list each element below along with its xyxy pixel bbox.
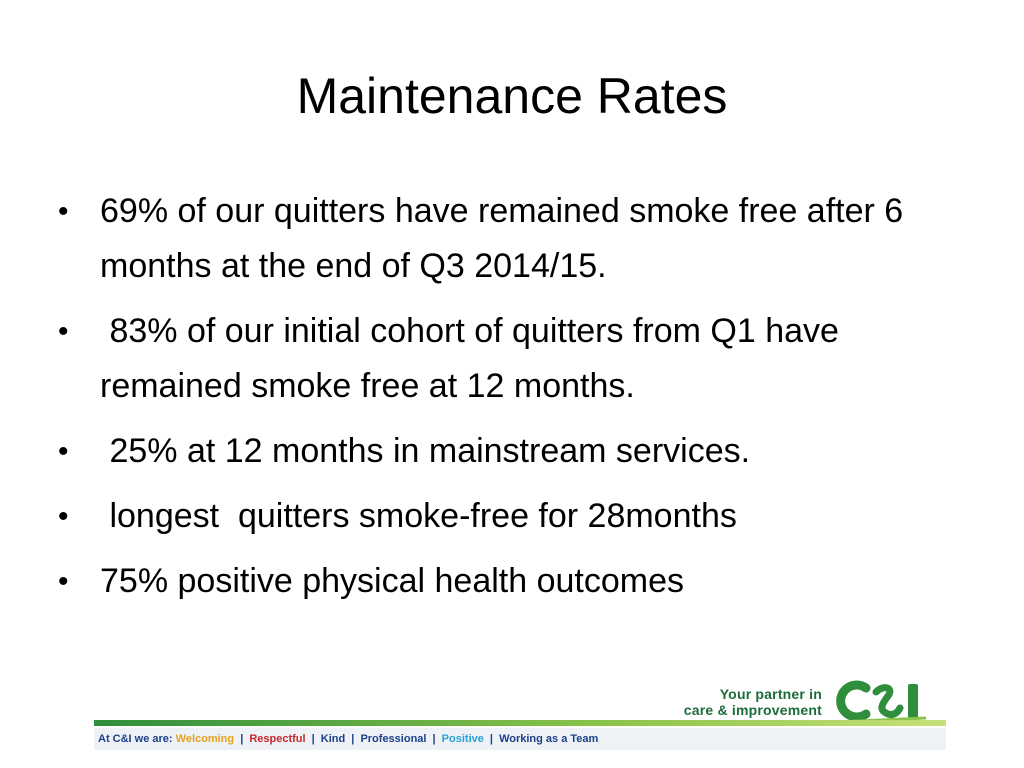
bullet-icon: • [58, 195, 69, 228]
list-item: • 25% at 12 months in mainstream service… [58, 424, 978, 479]
bullet-text: longest quitters smoke-free for 28months [100, 497, 737, 535]
value-separator: | [432, 733, 436, 745]
list-item: • 83% of our initial cohort of quitters … [58, 304, 978, 414]
tagline-line: Your partner in [719, 686, 822, 702]
bullet-text: 69% of our quitters have remained smoke … [100, 192, 913, 285]
bullet-icon: • [58, 565, 69, 598]
bullet-icon: • [58, 315, 69, 348]
brand-stripe [94, 720, 946, 726]
value-separator: | [240, 733, 244, 745]
value-positive: Positive [441, 733, 484, 745]
value-working-as-a-team: Working as a Team [499, 733, 599, 745]
value-kind: Kind [320, 733, 346, 745]
value-separator: | [351, 733, 355, 745]
slide-title: Maintenance Rates [296, 68, 728, 124]
bullet-text: 25% at 12 months in mainstream services. [100, 432, 751, 470]
list-item: • 75% positive physical health outcomes [58, 554, 978, 609]
bullet-list: • 69% of our quitters have remained smok… [58, 184, 978, 619]
footer-banner: Your partner in care & improvement At C&… [94, 676, 946, 750]
list-item: • 69% of our quitters have remained smok… [58, 184, 978, 294]
value-professional: Professional [360, 733, 427, 745]
value-respectful: Respectful [249, 733, 306, 745]
values-prefix: At C&I we are: [98, 733, 173, 745]
bullet-icon: • [58, 500, 69, 533]
bullet-icon: • [58, 435, 69, 468]
value-welcoming: Welcoming [175, 733, 235, 745]
value-separator: | [489, 733, 493, 745]
ci-logo-icon [836, 680, 927, 724]
value-separator: | [311, 733, 315, 745]
tagline-line: care & improvement [683, 702, 822, 718]
list-item: • longest quitters smoke-free for 28mont… [58, 489, 978, 544]
values-strip: At C&I we are: Welcoming | Respectful | … [94, 728, 946, 750]
bullet-text: 75% positive physical health outcomes [100, 562, 684, 600]
bullet-text: 83% of our initial cohort of quitters fr… [100, 312, 849, 405]
tagline: Your partner in care & improvement [602, 686, 822, 718]
